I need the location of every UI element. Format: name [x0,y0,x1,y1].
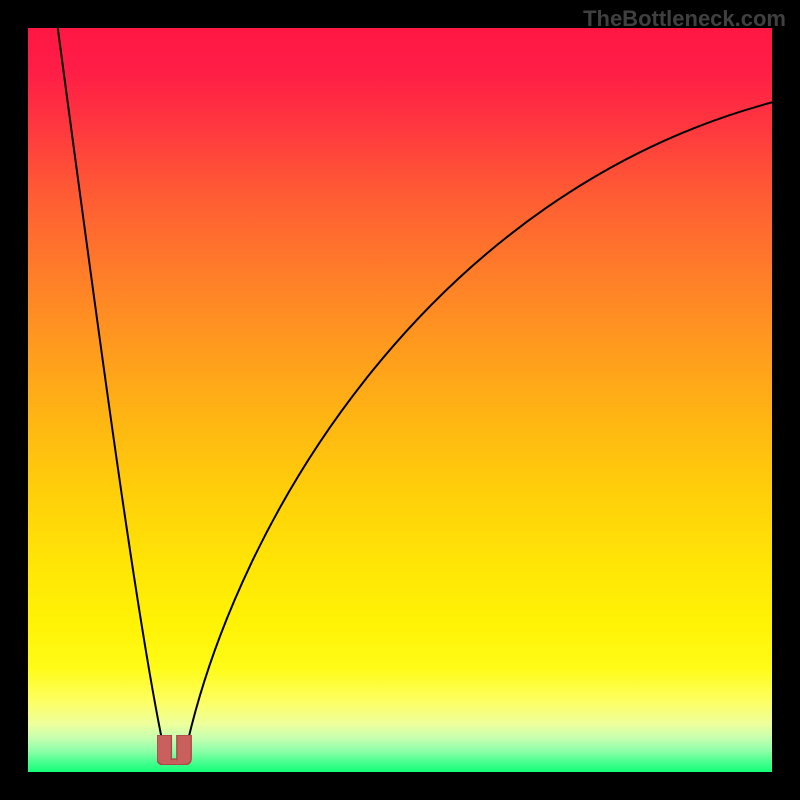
minimum-highlight [157,735,191,765]
bottleneck-curve [28,28,772,772]
plot-area [28,28,772,772]
outer-frame: TheBottleneck.com [0,0,800,800]
